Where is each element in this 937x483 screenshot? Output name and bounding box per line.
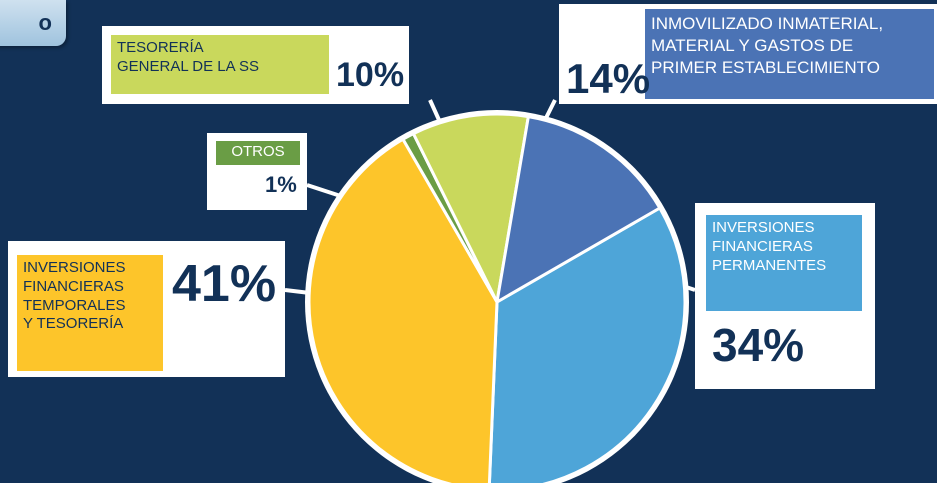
label-line: PRIMER ESTABLECIMIENTO xyxy=(651,58,880,78)
section-tab-label: o xyxy=(38,10,52,35)
label-line: TESORERÍA xyxy=(117,39,204,56)
pie-slices xyxy=(307,112,687,483)
label-otros: OTROS xyxy=(216,141,300,165)
label-line: INVERSIONES xyxy=(23,259,126,276)
label-line: INVERSIONES xyxy=(712,219,815,236)
label-line: MATERIAL Y GASTOS DE xyxy=(651,36,854,56)
label-temporales: INVERSIONES FINANCIERAS TEMPORALES Y TES… xyxy=(17,255,163,371)
label-line: TEMPORALES xyxy=(23,296,126,314)
pct-inmovilizado: 14% xyxy=(566,55,651,102)
label-line: GENERAL DE LA SS xyxy=(117,57,260,75)
pct-otros: 1% xyxy=(265,172,297,197)
label-line: FINANCIERAS xyxy=(23,277,124,295)
label-inmovilizado: INMOVILIZADO INMATERIAL, MATERIAL Y GAST… xyxy=(645,9,934,99)
label-permanentes: INVERSIONES FINANCIERAS PERMANENTES xyxy=(706,215,862,311)
label-line: PERMANENTES xyxy=(712,256,827,274)
label-tesoreria: TESORERÍA GENERAL DE LA SS xyxy=(111,35,329,94)
section-tab: o xyxy=(0,0,66,46)
pie-slice-temporales xyxy=(307,137,499,483)
pie-slice-permanentes xyxy=(487,206,687,483)
label-line: Y TESORERÍA xyxy=(23,315,124,333)
pie-slice-tesoreria xyxy=(411,112,530,304)
pct-tesoreria: 10% xyxy=(336,56,405,94)
pct-temporales: 41% xyxy=(172,255,277,313)
label-line: OTROS xyxy=(231,143,285,160)
label-line: FINANCIERAS xyxy=(712,237,813,255)
pct-permanentes: 34% xyxy=(712,319,805,371)
pie-slice-inmovilizado xyxy=(495,115,662,304)
label-line: INMOVILIZADO INMATERIAL, xyxy=(651,14,884,33)
